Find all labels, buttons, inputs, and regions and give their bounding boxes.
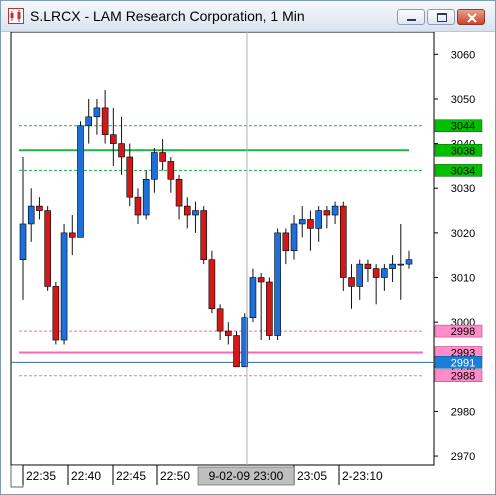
candle-body: [142, 179, 150, 216]
candle-body: [208, 259, 216, 310]
y-tick-label: 3030: [451, 183, 475, 195]
candle-body: [339, 205, 347, 278]
y-tick-label: 3050: [451, 94, 475, 106]
title-bar[interactable]: S.LRCX - LAM Research Corporation, 1 Min: [1, 1, 495, 32]
resistance-price-tag: [434, 119, 483, 132]
candle-body: [60, 232, 68, 341]
y-tick-label: 3020: [451, 228, 475, 240]
x-tick-label: 22:50: [160, 469, 190, 483]
current-price-tag-label: 2991: [451, 357, 475, 369]
close-icon: [467, 13, 477, 23]
x-tick-label: 23:05: [297, 469, 327, 483]
maximize-button[interactable]: [427, 9, 455, 25]
candle-body: [323, 210, 331, 216]
candle-body: [159, 152, 166, 162]
candle-body: [19, 223, 27, 260]
x-axis-corner: [10, 464, 24, 488]
candle-body: [241, 317, 249, 368]
minimize-button[interactable]: [397, 9, 425, 25]
candle-body: [44, 210, 51, 287]
candle-body: [372, 268, 380, 278]
candle-body: [282, 232, 290, 252]
candle-body: [151, 152, 158, 180]
resistance-price-tag-label: 3044: [451, 121, 475, 133]
candle-body: [307, 219, 314, 229]
candle-body: [118, 143, 125, 158]
level-lines: [11, 125, 434, 377]
candles: [19, 90, 413, 368]
y-tick-label: 2970: [451, 451, 475, 463]
y-tick-label: 3010: [451, 273, 475, 285]
candle-body: [68, 232, 76, 238]
candle-body: [175, 179, 183, 207]
candle-body: [167, 161, 175, 180]
current-price-tag: [434, 356, 483, 369]
candle-body: [36, 205, 43, 211]
candle-body: [225, 330, 232, 336]
support-price-tag-label: 2988: [451, 371, 475, 383]
candlestick-chart[interactable]: 3060305030403030302030103000299029802970…: [1, 32, 495, 494]
y-tick-label: 2980: [451, 406, 475, 418]
minimize-icon: [407, 19, 416, 21]
candle-body: [249, 277, 257, 318]
cursor-time-box: [197, 466, 295, 486]
candle-body: [110, 134, 117, 144]
candle-body: [183, 205, 191, 216]
support-price-tag-label: 2998: [451, 326, 475, 338]
x-tick-label: 22:45: [116, 469, 146, 483]
candle-body: [216, 308, 224, 332]
candle-body: [405, 259, 413, 265]
candle-body: [348, 277, 355, 287]
candle-body: [200, 210, 207, 260]
candle-body: [257, 277, 265, 283]
resistance-price-tag: [434, 144, 483, 157]
candle-body: [126, 156, 134, 198]
resistance-price-tag-label: 3034: [451, 165, 475, 177]
candle-body: [134, 196, 142, 216]
candle-body: [233, 335, 240, 368]
candle-body: [290, 223, 298, 252]
candle-body: [266, 281, 273, 336]
candle-body: [274, 232, 281, 336]
cursor-time-label: 9-02-09 23:00: [209, 469, 284, 483]
time-axis[interactable]: 22:35 22:40 22:45 22:50 23:05 2-23:10 9-02-09 …: [10, 464, 383, 488]
support-price-tag: [434, 324, 483, 338]
candle-body: [27, 205, 35, 225]
candle-body: [93, 107, 101, 118]
resistance-price-tag-label: 3038: [451, 145, 475, 157]
candle-body: [364, 263, 372, 269]
candle-body: [397, 263, 405, 266]
candle-body: [52, 286, 60, 341]
candle-body: [381, 268, 388, 278]
maximize-icon: [437, 13, 447, 22]
candle-body: [101, 107, 109, 135]
candle-body: [85, 116, 93, 127]
candle-body: [77, 125, 84, 238]
candle-body: [315, 210, 322, 229]
candle-body: [389, 263, 396, 269]
y-tick-label: 3060: [451, 49, 475, 61]
support-price-tag: [434, 369, 483, 382]
candle-body: [331, 205, 339, 216]
window-title: S.LRCX - LAM Research Corporation, 1 Min: [30, 8, 305, 24]
plot-area[interactable]: [10, 32, 435, 466]
chart-app-icon: [8, 8, 24, 24]
candle-body: [356, 263, 364, 287]
close-button[interactable]: [457, 9, 485, 25]
x-tick-label: 22:40: [71, 469, 101, 483]
candle-body: [298, 219, 306, 225]
candle-body: [192, 210, 199, 216]
x-tick-label: 22:35: [26, 469, 56, 483]
resistance-price-tag: [434, 164, 483, 177]
x-tick-label: 2-23:10: [342, 469, 383, 483]
